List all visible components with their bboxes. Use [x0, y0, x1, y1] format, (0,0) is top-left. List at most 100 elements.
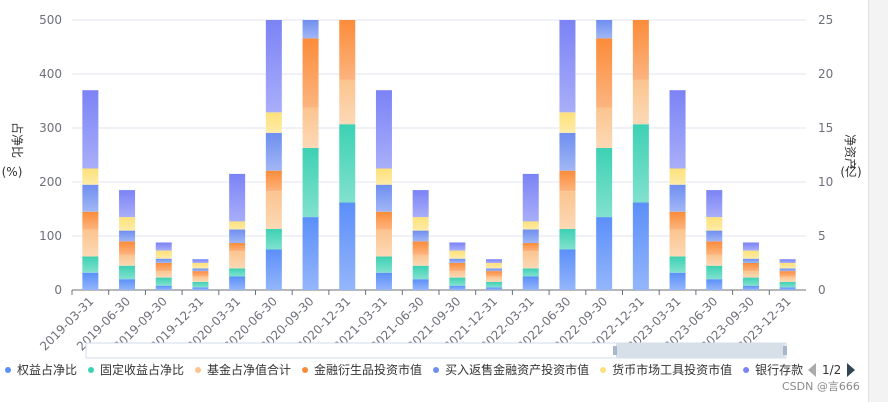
bar-segment[interactable]: [265, 249, 282, 291]
bar-segment[interactable]: [375, 184, 392, 212]
bar-segment[interactable]: [192, 259, 209, 263]
bar-segment[interactable]: [119, 265, 136, 280]
bar-segment[interactable]: [522, 276, 539, 291]
bar-segment[interactable]: [119, 241, 136, 255]
bar-segment[interactable]: [742, 250, 759, 259]
bar-segment[interactable]: [742, 271, 759, 278]
bar-segment[interactable]: [706, 190, 723, 218]
bar-segment[interactable]: [632, 124, 649, 203]
legend-item[interactable]: 买入返售金融资产投资市值: [433, 362, 589, 377]
bar-segment[interactable]: [486, 259, 503, 263]
slider-selected-range[interactable]: [616, 343, 785, 358]
bar-segment[interactable]: [559, 249, 576, 291]
bar-segment[interactable]: [669, 256, 686, 273]
bar-segment[interactable]: [669, 184, 686, 212]
bar-segment[interactable]: [559, 191, 576, 229]
bar-segment[interactable]: [412, 217, 429, 231]
slider-handle-left[interactable]: [613, 346, 617, 355]
bar-segment[interactable]: [265, 228, 282, 250]
legend-item[interactable]: 金融衍生品投资市值: [302, 362, 422, 377]
bar-segment[interactable]: [229, 221, 246, 230]
bar-segment[interactable]: [706, 241, 723, 255]
bar-segment[interactable]: [339, 124, 356, 203]
bar-segment[interactable]: [486, 287, 503, 290]
bar-segment[interactable]: [559, 170, 576, 192]
bar-segment[interactable]: [742, 277, 759, 286]
bar-segment[interactable]: [82, 184, 99, 212]
bar-segment[interactable]: [669, 90, 686, 169]
bar-segment[interactable]: [265, 191, 282, 229]
bar-segment[interactable]: [229, 268, 246, 277]
bar-segment[interactable]: [706, 254, 723, 266]
bar-segment[interactable]: [742, 258, 759, 263]
bar-segment[interactable]: [265, 112, 282, 133]
bar-segment[interactable]: [155, 285, 172, 290]
bar-segment[interactable]: [449, 263, 466, 272]
bar-segment[interactable]: [486, 276, 503, 282]
bar-segment[interactable]: [742, 263, 759, 272]
bar-segment[interactable]: [229, 276, 246, 291]
bar-segment[interactable]: [375, 272, 392, 290]
bar-segment[interactable]: [375, 256, 392, 273]
bar-segment[interactable]: [375, 90, 392, 169]
bar-segment[interactable]: [779, 268, 796, 272]
bar-segment[interactable]: [229, 229, 246, 244]
bar-segment[interactable]: [779, 259, 796, 263]
bar-segment[interactable]: [449, 258, 466, 263]
bar-segment[interactable]: [155, 263, 172, 272]
bar-segment[interactable]: [559, 112, 576, 133]
bar-segment[interactable]: [119, 190, 136, 218]
bar-segment[interactable]: [155, 271, 172, 278]
bar-segment[interactable]: [412, 254, 429, 266]
bar-segment[interactable]: [229, 251, 246, 269]
bar-segment[interactable]: [155, 242, 172, 251]
bar-segment[interactable]: [779, 281, 796, 288]
bar-segment[interactable]: [596, 38, 613, 108]
bar-segment[interactable]: [412, 265, 429, 280]
bar-segment[interactable]: [449, 277, 466, 286]
bar-segment[interactable]: [779, 287, 796, 290]
bar-segment[interactable]: [522, 173, 539, 222]
bar-segment[interactable]: [82, 211, 99, 230]
legend-item[interactable]: 权益占净比: [5, 362, 77, 377]
bar-segment[interactable]: [192, 263, 209, 269]
bar-segment[interactable]: [302, 38, 319, 108]
bar-segment[interactable]: [229, 173, 246, 222]
bar-segment[interactable]: [192, 268, 209, 272]
bar-segment[interactable]: [375, 168, 392, 185]
bar-segment[interactable]: [82, 256, 99, 273]
bar-segment[interactable]: [632, 79, 649, 125]
bar-segment[interactable]: [632, 202, 649, 290]
bar-segment[interactable]: [265, 132, 282, 171]
bar-segment[interactable]: [449, 271, 466, 278]
bar-segment[interactable]: [486, 271, 503, 277]
legend-item[interactable]: 固定收益占净比: [88, 362, 184, 377]
legend-item[interactable]: 银行存款: [743, 363, 803, 377]
bar-segment[interactable]: [596, 107, 613, 148]
bar-segment[interactable]: [339, 20, 356, 80]
bar-segment[interactable]: [192, 271, 209, 277]
bar-segment[interactable]: [82, 168, 99, 185]
bar-segment[interactable]: [706, 217, 723, 231]
bar-segment[interactable]: [559, 20, 576, 113]
bar-segment[interactable]: [192, 287, 209, 290]
bar-segment[interactable]: [82, 272, 99, 290]
bar-segment[interactable]: [119, 279, 136, 290]
bar-segment[interactable]: [596, 217, 613, 290]
legend-item[interactable]: 货币市场工具投资市值: [600, 362, 732, 377]
bar-segment[interactable]: [522, 268, 539, 277]
bar-segment[interactable]: [119, 217, 136, 231]
bar-segment[interactable]: [302, 147, 319, 218]
data-zoom-slider[interactable]: [85, 342, 787, 359]
bar-segment[interactable]: [779, 276, 796, 282]
bar-segment[interactable]: [669, 229, 686, 257]
bar-segment[interactable]: [155, 250, 172, 259]
bar-segment[interactable]: [779, 271, 796, 277]
bar-segment[interactable]: [522, 251, 539, 269]
bar-segment[interactable]: [339, 79, 356, 125]
bar-segment[interactable]: [706, 279, 723, 290]
legend-item[interactable]: 基金占净值合计: [195, 362, 291, 377]
bar-segment[interactable]: [669, 272, 686, 290]
bar-segment[interactable]: [412, 241, 429, 255]
bar-segment[interactable]: [742, 285, 759, 290]
